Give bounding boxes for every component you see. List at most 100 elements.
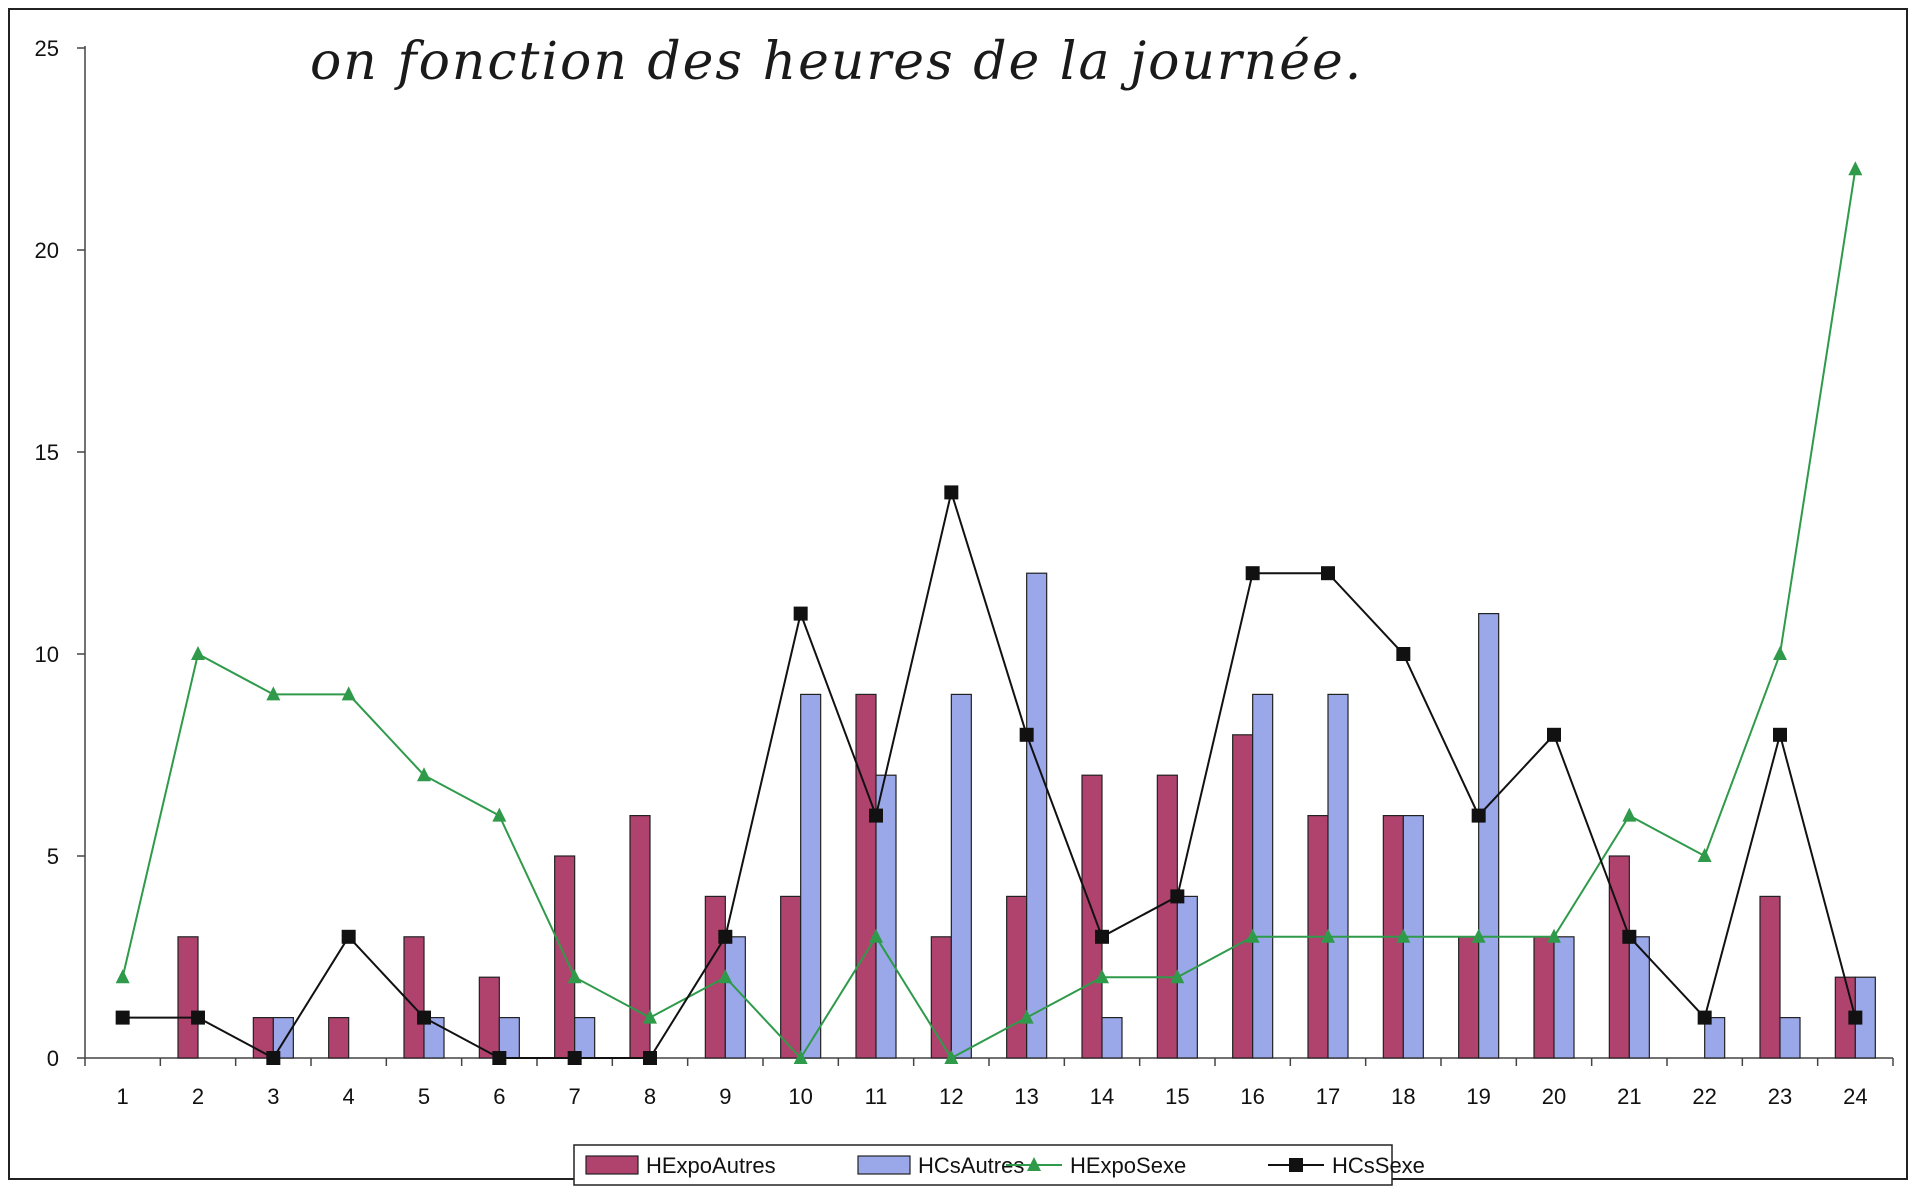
- point-hexposexe-5: [417, 767, 431, 782]
- x-tick-label: 4: [343, 1084, 355, 1109]
- point-hcssexe-15: [1170, 889, 1185, 904]
- point-hcssexe-7: [567, 1051, 582, 1065]
- bar-hexpoautres-13: [1006, 895, 1028, 1059]
- x-tick-label: 8: [644, 1084, 656, 1109]
- y-tick-label: 20: [35, 238, 59, 263]
- point-hcssexe-8: [643, 1051, 657, 1065]
- point-hexposexe-20: [1547, 928, 1561, 943]
- bar-hexpoautres-12: [930, 936, 952, 1059]
- point-hcssexe-2: [191, 1010, 205, 1025]
- lines: [115, 161, 1863, 1065]
- x-tick-label: 24: [1843, 1084, 1867, 1109]
- point-hcssexe-3: [266, 1051, 281, 1065]
- x-tick-label: 22: [1692, 1084, 1716, 1109]
- point-hcssexe-13: [1019, 727, 1034, 742]
- x-tick-label: 1: [117, 1084, 129, 1109]
- point-hcssexe-10: [793, 606, 808, 621]
- point-hcssexe-21: [1622, 929, 1637, 944]
- x-tick-label: 11: [865, 1084, 888, 1109]
- point-hexposexe-15: [1170, 969, 1185, 984]
- bar-hexpoautres-15: [1156, 774, 1178, 1059]
- x-tick-label: 14: [1090, 1084, 1114, 1109]
- bar-hexpoautres-11: [855, 693, 877, 1059]
- x-tick-label: 15: [1165, 1084, 1189, 1109]
- point-hcssexe-5: [417, 1010, 431, 1025]
- x-tick-label: 17: [1316, 1084, 1340, 1109]
- point-hcssexe-19: [1471, 808, 1486, 823]
- point-hexposexe-10: [793, 1050, 808, 1064]
- x-tick-label: 6: [493, 1084, 505, 1109]
- legend: HExpoAutres HCsAutres HExpoSexe HCsSexe: [573, 1144, 1425, 1186]
- bar-hcsautres-12: [950, 693, 972, 1059]
- x-tick-label: 10: [788, 1084, 812, 1109]
- point-hexposexe-13: [1019, 1009, 1034, 1024]
- bar-hcsautres-22: [1704, 1016, 1726, 1059]
- bar-hexpoautres-10: [780, 895, 802, 1059]
- point-hcssexe-20: [1547, 727, 1561, 742]
- legend-marker-hcssexe: [1289, 1158, 1303, 1172]
- point-hcssexe-24: [1848, 1010, 1863, 1025]
- legend-label-hexposexe: HExpoSexe: [1070, 1153, 1186, 1178]
- bar-hcsautres-10: [800, 693, 822, 1059]
- bar-hexpoautres-6: [478, 976, 500, 1059]
- point-hcssexe-1: [115, 1010, 130, 1025]
- point-hexposexe-11: [869, 928, 883, 943]
- bar-hcsautres-23: [1779, 1016, 1801, 1059]
- bar-hcsautres-13: [1026, 572, 1048, 1059]
- point-hexposexe-12: [944, 1050, 959, 1064]
- point-hexposexe-18: [1396, 928, 1411, 943]
- point-hexposexe-19: [1471, 928, 1486, 943]
- x-tick-label: 5: [418, 1084, 430, 1109]
- point-hexposexe-3: [266, 686, 281, 701]
- x-tick-label: 3: [267, 1084, 279, 1109]
- bars: [177, 572, 1876, 1059]
- bar-hcsautres-21: [1628, 936, 1650, 1059]
- legend-label-hexpoautres: HExpoAutres: [646, 1153, 776, 1178]
- bar-hexpoautres-16: [1232, 734, 1254, 1059]
- point-hcssexe-11: [869, 808, 883, 823]
- point-hcssexe-18: [1396, 647, 1411, 661]
- legend-swatch-hcsautres: [857, 1155, 911, 1175]
- point-hexposexe-4: [341, 686, 356, 701]
- x-tick-label: 18: [1391, 1084, 1415, 1109]
- bar-hcsautres-16: [1252, 693, 1274, 1059]
- x-tick-label: 7: [569, 1084, 581, 1109]
- bar-hexpoautres-21: [1608, 855, 1630, 1059]
- point-hexposexe-16: [1245, 928, 1260, 943]
- y-tick-label: 10: [35, 642, 59, 667]
- legend-box: [573, 1144, 1393, 1186]
- bar-hcsautres-14: [1101, 1016, 1123, 1059]
- point-hexposexe-24: [1848, 161, 1863, 176]
- point-hexposexe-1: [115, 969, 130, 984]
- x-tick-label: 13: [1014, 1084, 1038, 1109]
- x-tick-label: 16: [1240, 1084, 1264, 1109]
- point-hcssexe-9: [718, 929, 733, 944]
- point-hexposexe-8: [643, 1009, 657, 1024]
- point-hcssexe-16: [1245, 566, 1260, 581]
- line-hexposexe: [121, 169, 1857, 1060]
- point-hcssexe-12: [944, 485, 959, 500]
- point-hexposexe-7: [567, 969, 582, 984]
- bar-hexpoautres-20: [1533, 936, 1555, 1059]
- bar-hexpoautres-4: [328, 1016, 350, 1059]
- point-hcssexe-23: [1773, 727, 1787, 742]
- bar-hexpoautres-19: [1458, 936, 1480, 1059]
- point-hexposexe-14: [1095, 969, 1109, 984]
- y-tick-label: 25: [35, 36, 59, 61]
- point-hexposexe-17: [1321, 928, 1335, 943]
- y-tick-label: 15: [35, 440, 59, 465]
- y-tick-label: 0: [47, 1046, 59, 1071]
- legend-label-hcssexe: HCsSexe: [1332, 1153, 1425, 1178]
- point-hcssexe-14: [1095, 929, 1109, 944]
- bar-hcsautres-5: [423, 1016, 445, 1059]
- point-hcssexe-17: [1321, 566, 1335, 581]
- x-tick-label: 12: [939, 1084, 963, 1109]
- bar-hexpoautres-2: [177, 936, 199, 1059]
- x-tick-label: 19: [1466, 1084, 1490, 1109]
- point-hcssexe-22: [1697, 1010, 1712, 1025]
- point-hexposexe-21: [1622, 807, 1637, 822]
- bar-hexpoautres-23: [1759, 895, 1781, 1059]
- bar-hexpoautres-5: [403, 936, 425, 1059]
